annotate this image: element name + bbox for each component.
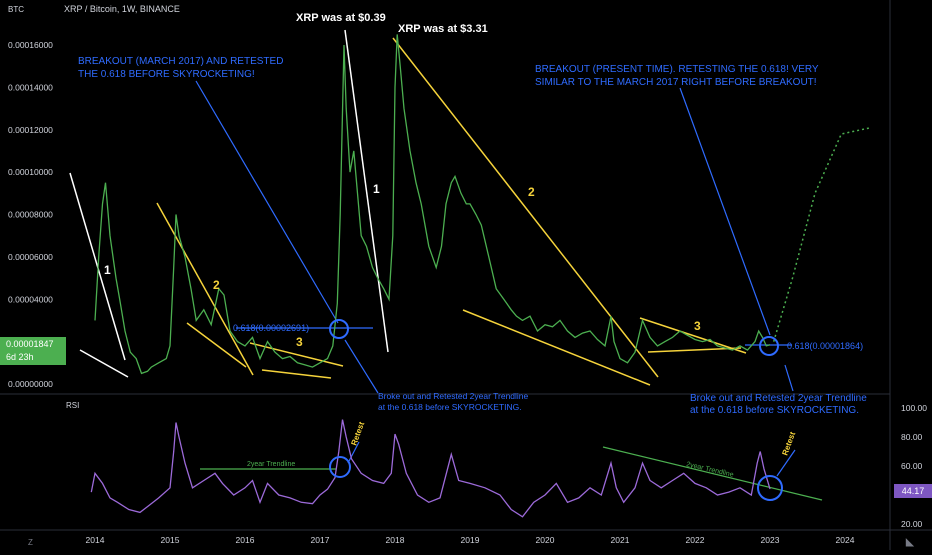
breakout-present-line2: SIMILAR TO THE MARCH 2017 RIGHT BEFORE B…	[535, 77, 817, 88]
retest-label-present: Retest	[780, 430, 797, 456]
wave-1-base-line-2014	[79, 349, 129, 378]
rsi-tick-label: 100.00	[901, 403, 927, 413]
price-tick-label: 0.00006000	[8, 252, 53, 262]
time-tick-label: 2015	[161, 535, 180, 545]
fib-circle-present	[759, 336, 779, 356]
time-tick-label: 2019	[461, 535, 480, 545]
breakout-present-line1: BREAKOUT (PRESENT TIME). RETESTING THE 0…	[535, 64, 819, 75]
price-tick-label: 0.00010000	[8, 167, 53, 177]
wave-3-label-2016: 3	[296, 335, 303, 349]
xrp-331-label: XRP was at $3.31	[398, 23, 488, 35]
fib-label-2017: 0.618(0.00002691)	[233, 323, 309, 333]
rsi-tick-label: 60.00	[901, 461, 923, 471]
trendlines	[69, 29, 823, 501]
wave-3-lower-line-2016	[261, 369, 332, 379]
price-tick-label: 0.00012000	[8, 125, 53, 135]
price-tick-label: 0.00004000	[8, 294, 53, 304]
arrow-line-present	[679, 87, 771, 336]
time-tick-label: 2018	[386, 535, 405, 545]
time-tick-label: 2020	[536, 535, 555, 545]
rsi-pane-label: RSI	[66, 401, 79, 410]
z-icon: Z	[28, 538, 33, 547]
rsi-axis: 20.0040.0060.0080.00100.00	[901, 403, 927, 529]
fib-circle-2017	[329, 319, 349, 339]
time-tick-label: 2024	[836, 535, 855, 545]
rsi-note-2017-line1: Broke out and Retested 2year Trendline	[378, 391, 529, 401]
wave-3-upper-line-2021	[639, 317, 747, 354]
rsi-series	[90, 419, 771, 518]
rsi-note-pointer-2017	[344, 339, 379, 394]
rsi-note-pointer-present	[784, 364, 794, 392]
wave-1-label-2017: 1	[373, 182, 380, 196]
fib-label-present: 0.618(0.00001864)	[787, 341, 863, 351]
rsi-2year-trendline-present	[602, 446, 823, 501]
price-tick-label: 0.00000000	[8, 379, 53, 389]
symbol-title: XRP / Bitcoin, 1W, BINANCE	[64, 4, 180, 14]
xrp-039-label: XRP was at $0.39	[296, 12, 386, 24]
rsi-circle-2017	[329, 456, 351, 478]
breakout-2017-line2: THE 0.618 BEFORE SKYROCKETING!	[78, 69, 255, 80]
rsi-tick-label: 20.00	[901, 519, 923, 529]
breakout-2017-line1: BREAKOUT (MARCH 2017) AND RETESTED	[78, 56, 283, 67]
wave-2-trendline-2015	[156, 202, 254, 376]
wave-3-label-2021: 3	[694, 319, 701, 333]
projection-dotted-line	[772, 126, 872, 342]
price-tick-label: 0.00008000	[8, 210, 53, 220]
wave-1-label-2014: 1	[104, 263, 111, 277]
tv-logo-icon: ◣	[905, 537, 915, 548]
rsi-note-present-line2: at the 0.618 before SKYROCKETING.	[690, 405, 859, 416]
rsi-note-2017-line2: at the 0.618 before SKYROCKETING.	[378, 402, 522, 412]
rsi-trendline-label-present: 2year Trendline	[686, 461, 735, 479]
rsi-note-present-line1: Broke out and Retested 2year Trendline	[690, 393, 867, 404]
retest-pointer-2017	[347, 441, 360, 464]
last-price-value: 0.00001847	[6, 339, 54, 349]
price-tick-label: 0.00014000	[8, 82, 53, 92]
wave-2-trendline-2018	[392, 37, 659, 378]
rsi-circle-present	[757, 475, 783, 501]
time-axis: 2014 2015 2016 2017 2018 2019 2020 2021 2022 2023…	[86, 535, 855, 545]
arrow-line-2017	[195, 80, 339, 324]
time-tick-label: 2022	[686, 535, 705, 545]
retest-pointer-present	[776, 449, 796, 477]
time-tick-label: 2021	[611, 535, 630, 545]
axis-unit-label: BTC	[8, 5, 24, 14]
rsi-line	[90, 419, 771, 518]
time-tick-label: 2017	[311, 535, 330, 545]
retest-label-2017: Retest	[349, 420, 366, 446]
bar-countdown: 6d 23h	[6, 352, 34, 362]
last-price-tag: 0.00001847 6d 23h	[0, 337, 66, 365]
annotations: BTC XRP / Bitcoin, 1W, BINANCE RSI Z ◣ BREAKO…	[8, 4, 915, 548]
wave-2-label-2015: 2	[213, 278, 220, 292]
time-tick-label: 2014	[86, 535, 105, 545]
price-line	[94, 34, 771, 375]
price-tick-label: 0.00016000	[8, 40, 53, 50]
wave-1-trendline-2017	[344, 29, 389, 353]
time-tick-label: 2023	[761, 535, 780, 545]
wave-2-base-line-2015	[186, 322, 247, 368]
rsi-value-tag: 44.17	[894, 484, 932, 498]
rsi-tick-label: 80.00	[901, 432, 923, 442]
wave-2-base-line-2019	[462, 309, 651, 386]
rsi-trendline-label-2017: 2year Trendline	[247, 461, 295, 468]
price-series	[94, 34, 872, 375]
wave-2-label-2018: 2	[528, 185, 535, 199]
time-tick-label: 2016	[236, 535, 255, 545]
